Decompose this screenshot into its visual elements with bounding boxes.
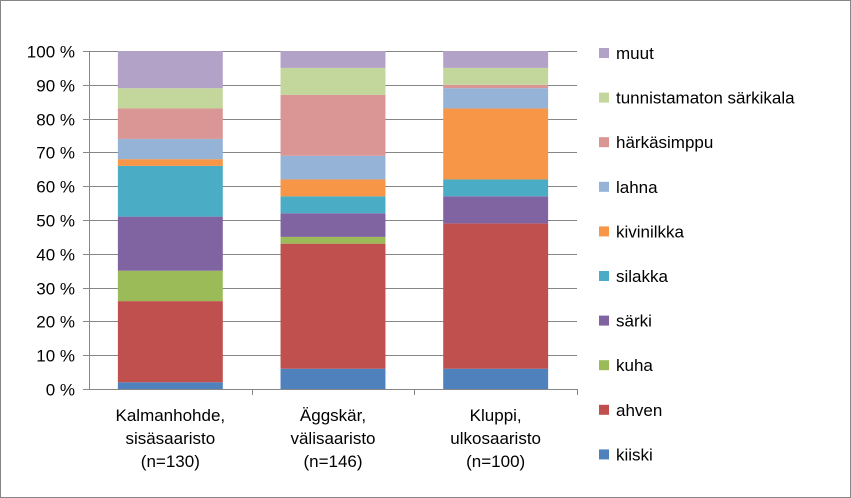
- y-tick-label: 0 %: [46, 381, 75, 400]
- category-label-line: (n=100): [466, 452, 525, 471]
- legend-swatch: [599, 226, 609, 237]
- bar-segment-ahven: [280, 243, 386, 369]
- bar-segment-silakka: [117, 165, 223, 217]
- legend-swatch: [599, 360, 609, 371]
- legend-label: muut: [616, 44, 654, 63]
- legend-label: kiiski: [616, 445, 653, 464]
- y-tick-label: 80 %: [36, 111, 75, 130]
- bar-segment-muut: [117, 51, 223, 89]
- bar-segment-silakka: [443, 179, 549, 197]
- bar-segment-muut: [280, 51, 386, 68]
- legend-swatch: [599, 181, 609, 192]
- legend-item: lahna: [599, 178, 658, 197]
- y-tick-label: 60 %: [36, 178, 75, 197]
- category-labels: Kalmanhohde, sisäsaaristo (n=130) Äggskär, v…: [116, 406, 542, 471]
- bar-segment-kiiski: [443, 368, 549, 389]
- y-tick-labels: 0 % 10 % 20 % 30 % 40 % 50 % 60 % 70 % 80 % 90 % 1…: [27, 43, 75, 400]
- legend-item: härkäsimppu: [599, 133, 713, 152]
- bar-segment-kuha: [280, 236, 386, 244]
- y-tick-label: 10 %: [36, 347, 75, 366]
- axes: [83, 51, 578, 395]
- legend-swatch: [599, 92, 609, 103]
- bar-segment-härkäsimppu: [443, 84, 549, 89]
- legend-label: kuha: [616, 356, 653, 375]
- category-label-line: ulkosaaristo: [450, 429, 541, 448]
- category-label: Kalmanhohde, sisäsaaristo (n=130): [116, 406, 226, 471]
- legend-item: ahven: [599, 401, 662, 420]
- bar-segment-kivinilkka: [443, 108, 549, 180]
- bar-segment-kiiski: [280, 368, 386, 389]
- bar-segment-muut: [443, 51, 549, 68]
- y-tick-label: 100 %: [27, 43, 75, 62]
- y-tick-label: 70 %: [36, 144, 75, 163]
- category-label-line: (n=130): [141, 452, 200, 471]
- bar-segment-kuha: [117, 270, 223, 302]
- category-label: Äggskär, välisaaristo (n=146): [290, 406, 375, 471]
- legend-label: härkäsimppu: [616, 133, 713, 152]
- legend: muut tunnistamaton särkikala härkäsimppu la…: [599, 44, 795, 464]
- legend-item: kiiski: [599, 445, 653, 464]
- legend-label: silakka: [616, 267, 669, 286]
- bar-segment-särki: [117, 216, 223, 271]
- bar-segment-tunnistamaton-särkikala: [280, 67, 386, 95]
- bar-segment-lahna: [280, 155, 386, 180]
- bar-segment-tunnistamaton-särkikala: [443, 67, 549, 85]
- y-tick-label: 90 %: [36, 77, 75, 96]
- legend-label: tunnistamaton särkikala: [616, 89, 795, 108]
- bar-segment-särki: [443, 196, 549, 224]
- legend-label: kivinilkka: [616, 222, 685, 241]
- bar-segment-kivinilkka: [117, 159, 223, 166]
- legend-item: särki: [599, 312, 652, 331]
- legend-swatch: [599, 137, 609, 148]
- legend-label: lahna: [616, 178, 658, 197]
- bar-segment-silakka: [280, 196, 386, 214]
- legend-swatch: [599, 449, 609, 460]
- category-label: Kluppi, ulkosaaristo (n=100): [450, 406, 541, 471]
- bars: [117, 51, 549, 389]
- category-label-line: Äggskär,: [300, 406, 366, 425]
- y-tick-label: 20 %: [36, 313, 75, 332]
- bar-segment-härkäsimppu: [280, 94, 386, 156]
- category-label-line: Kluppi,: [470, 406, 522, 425]
- legend-item: kuha: [599, 356, 653, 375]
- y-tick-label: 40 %: [36, 246, 75, 265]
- legend-label: ahven: [616, 401, 662, 420]
- legend-swatch: [599, 315, 609, 326]
- legend-item: tunnistamaton särkikala: [599, 89, 795, 108]
- category-label-line: välisaaristo: [290, 429, 375, 448]
- category-label-line: sisäsaaristo: [125, 429, 215, 448]
- legend-swatch: [599, 271, 609, 281]
- category-label-line: Kalmanhohde,: [116, 406, 226, 425]
- bar-segment-lahna: [117, 138, 223, 160]
- bar-segment-kivinilkka: [280, 179, 386, 197]
- y-tick-label: 30 %: [36, 280, 75, 299]
- legend-item: muut: [599, 44, 654, 63]
- bar-segment-ahven: [443, 223, 549, 369]
- legend-item: silakka: [599, 267, 669, 286]
- bar-segment-särki: [280, 213, 386, 237]
- legend-item: kivinilkka: [599, 222, 685, 241]
- bar-segment-härkäsimppu: [117, 108, 223, 139]
- category-label-line: (n=146): [303, 452, 362, 471]
- legend-label: särki: [616, 312, 652, 331]
- legend-swatch: [599, 404, 609, 415]
- bar-segment-kiiski: [117, 382, 223, 389]
- bar-segment-lahna: [443, 88, 549, 109]
- y-tick-label: 50 %: [36, 212, 75, 231]
- legend-swatch: [599, 48, 609, 58]
- bar-segment-tunnistamaton-särkikala: [117, 88, 223, 109]
- bar-segment-ahven: [117, 301, 223, 383]
